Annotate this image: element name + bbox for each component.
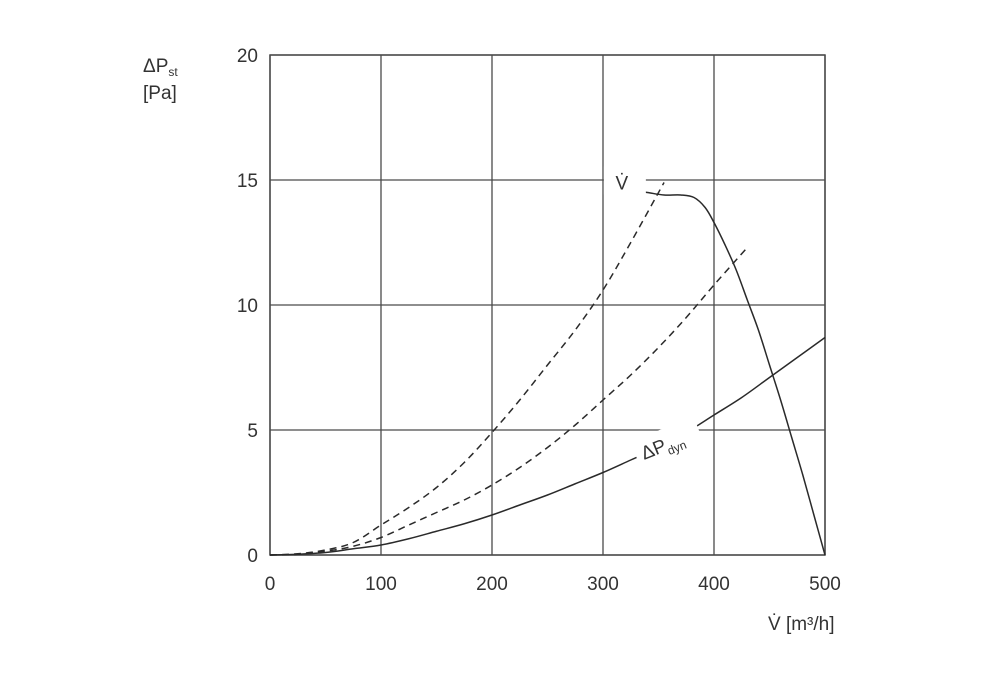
x-tick-label: 500 bbox=[809, 574, 841, 595]
y-tick-label: 0 bbox=[247, 546, 258, 567]
y-tick-label: 15 bbox=[237, 171, 258, 192]
label-backdrop bbox=[630, 416, 705, 470]
curves bbox=[269, 182, 826, 556]
series-line-3 bbox=[269, 247, 748, 556]
x-axis-title: V̇ [m³/h] bbox=[768, 614, 835, 635]
plot-frame bbox=[269, 54, 826, 556]
curve-label-vdot: V̇ bbox=[616, 174, 629, 195]
series-line-2 bbox=[269, 182, 665, 556]
y-tick-label: 5 bbox=[247, 421, 258, 442]
x-tick-label: 400 bbox=[698, 574, 730, 595]
series-line-4 bbox=[269, 336, 826, 556]
y-tick-label: 10 bbox=[237, 296, 258, 317]
label-backdrop bbox=[603, 166, 646, 195]
x-tick-label: 300 bbox=[587, 574, 619, 595]
x-tick-label: 0 bbox=[265, 574, 276, 595]
y-axis-title: ΔPst bbox=[143, 56, 178, 79]
y-axis-unit: [Pa] bbox=[143, 83, 177, 104]
y-tick-label: 20 bbox=[237, 46, 258, 67]
x-tick-label: 100 bbox=[365, 574, 397, 595]
x-tick-label: 200 bbox=[476, 574, 508, 595]
curve-label-dp-dyn-sub: dyn bbox=[665, 438, 688, 458]
series-line-1 bbox=[630, 189, 826, 556]
grid bbox=[269, 54, 826, 556]
